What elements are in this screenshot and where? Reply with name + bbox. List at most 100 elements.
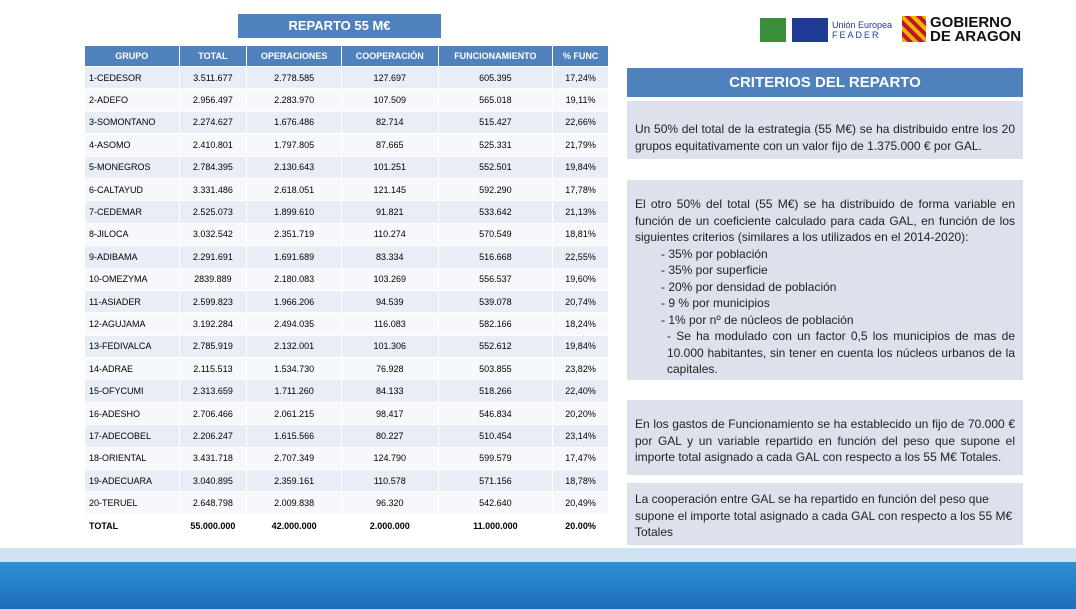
cell: 2.648.798 [178,491,248,515]
cell: 516.668 [437,245,554,269]
footer-bar [0,562,1076,609]
cell: 3.032.542 [178,222,248,247]
footer-strip [0,548,1076,562]
criteria-block: La cooperación entre GAL se ha repartido… [627,483,1023,545]
cell: 19,60% [552,267,609,291]
total-row: TOTAL 55.000.000 42.000.000 2.000.000 11.000… [84,513,609,538]
table-row: 5-MONEGROS 2.784.395 2.130.643 101.251 552.5… [84,155,609,179]
list-item: - 35% por superficie [661,263,768,277]
cell: 2.785.919 [178,334,248,359]
table-row: 11-ASIADER 2.599.823 1.966.206 94.539 539.07… [84,289,609,314]
cell: 19,84% [552,155,609,179]
cell: 23,82% [552,357,609,381]
cell: 2.599.823 [178,289,248,314]
cell: 9-ADIBAMA [84,245,180,269]
cell: 503.855 [437,357,554,381]
table-row: 17-ADECOBEL 2.206.247 1.615.566 80.227 510.4… [84,424,609,448]
cell: 14-ADRAE [84,357,180,381]
cell: 10-OMEZYMA [84,267,180,291]
table-row: 3-SOMONTANO 2.274.627 1.676.486 82.714 515.4… [84,110,609,135]
cell: 82.714 [340,110,439,135]
cell: 542.640 [437,491,554,515]
column-header: OPERACIONES [246,45,342,67]
cell: 1.899.610 [246,200,342,224]
gov-text: GOBIERNO DE ARAGON [930,15,1021,44]
criteria-title: CRITERIOS DEL REPARTO [627,68,1023,97]
table: GRUPO TOTAL OPERACIONES COOPERACIÓN FUNCIONA… [84,45,609,538]
cell: 18,78% [552,469,609,493]
cell: 2.618.051 [246,177,342,202]
cell: 2.061.215 [246,401,342,426]
column-header: % FUNC [552,45,609,67]
cell: 599.579 [437,446,554,471]
cell: 2.778.585 [246,65,342,90]
list-item: - 9 % por municipios [661,296,770,310]
cell: 3-SOMONTANO [84,110,180,135]
text: - Se ha modulado con un factor 0,5 los m… [667,329,1015,376]
table-row: 4-ASOMO 2.410.801 1.797.805 87.665 525.331 21… [84,133,609,157]
text: La cooperación entre GAL se ha repartido… [635,492,1013,539]
cell: 2.707.349 [246,446,342,471]
cell: 565.018 [437,88,554,112]
cell: 22,66% [552,110,609,135]
column-header: COOPERACIÓN [340,45,439,67]
cell: 518.266 [437,379,554,403]
cell: TOTAL [84,513,180,538]
cell: 2.009.838 [246,491,342,515]
cell: 552.501 [437,155,554,179]
cell: 3.511.677 [178,65,248,90]
table-row: 16-ADESHO 2.706.466 2.061.215 98.417 546.834… [84,401,609,426]
cell: 127.697 [340,65,439,90]
column-header: GRUPO [84,45,180,67]
cell: 12-AGUJAMA [84,312,180,336]
cell: 84.133 [340,379,439,403]
cell: 582.166 [437,312,554,336]
cell: 124.790 [340,446,439,471]
cell: 2.494.035 [246,312,342,336]
table-row: 6-CALTAYUD 3.331.486 2.618.051 121.145 592.2… [84,177,609,202]
cell: 533.642 [437,200,554,224]
table-row: 18-ORIENTAL 3.431.718 2.707.349 124.790 599.… [84,446,609,471]
leader-logo [760,18,786,42]
cell: 21,13% [552,200,609,224]
cell: 2.206.247 [178,424,248,448]
cell: 87.665 [340,133,439,157]
criteria-block: En los gastos de Funcionamiento se ha es… [627,400,1023,475]
list-item: - 35% por población [661,246,768,261]
cell: 552.612 [437,334,554,359]
cell: 18,24% [552,312,609,336]
eu-flag [792,18,828,42]
cell: 17-ADECOBEL [84,424,180,448]
cell: 98.417 [340,401,439,426]
list-item: - 1% por nº de núcleos de población [661,312,854,327]
cell: 20,49% [552,491,609,515]
cell: 592.290 [437,177,554,202]
cell: 101.251 [340,155,439,179]
cell: 22,40% [552,379,609,403]
cell: 2.525.073 [178,200,248,224]
criteria-block: Un 50% del total de la estrategia (55 M€… [627,101,1023,159]
cell: 21,79% [552,133,609,157]
cell: 556.537 [437,267,554,291]
cell: 2.274.627 [178,110,248,135]
text: El otro 50% del total (55 M€) se ha dist… [635,197,1015,244]
cell: 80.227 [340,424,439,448]
cell: 3.431.718 [178,446,248,471]
cell: 17,24% [552,65,609,90]
cell: 19,84% [552,334,609,359]
cell: 2.180.083 [246,267,342,291]
cell: 2.283.970 [246,88,342,112]
cell: 2.130.643 [246,155,342,179]
cell: 2-ADEFO [84,88,180,112]
table-row: 20-TERUEL 2.648.798 2.009.838 96.320 542.640… [84,491,609,515]
cell: 1.615.566 [246,424,342,448]
criteria-block: El otro 50% del total (55 M€) se ha dist… [627,180,1023,380]
cell: 525.331 [437,133,554,157]
cell: 571.156 [437,469,554,493]
cell: 20,20% [552,401,609,426]
list-item: - 20% por densidad de población [661,279,837,294]
cell: 3.331.486 [178,177,248,202]
cell: 1.691.689 [246,245,342,269]
cell: 2.956.497 [178,88,248,112]
table-row: 1-CEDESOR 3.511.677 2.778.585 127.697 605.39… [84,65,609,90]
